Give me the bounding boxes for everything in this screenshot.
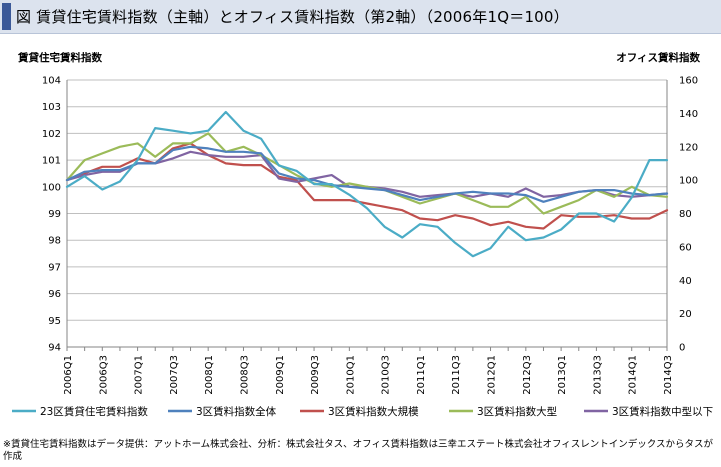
x-tick-label: 2013Q1	[557, 355, 568, 395]
chart-title: 図 賃貸住宅賃料指数（主軸）とオフィス賃料指数（第2軸）（2006年1Q＝100…	[16, 8, 569, 26]
chart: 賃貸住宅賃料指数 オフィス賃料指数 94 95 96 97 98 99 100 101 102 1…	[12, 51, 713, 418]
x-tick-label: 2012Q1	[487, 355, 498, 395]
left-tick-label: 94	[48, 343, 61, 354]
title-bar: 図 賃貸住宅賃料指数（主軸）とオフィス賃料指数（第2軸）（2006年1Q＝100…	[0, 0, 721, 34]
left-tick-label: 99	[48, 209, 61, 220]
right-tick-label: 0	[679, 343, 685, 354]
x-tick-label: 2011Q1	[416, 355, 427, 395]
series-group	[65, 110, 669, 258]
left-tick-label: 101	[42, 156, 61, 167]
left-tick-label: 103	[42, 102, 61, 113]
legend-label: 3区賃料指数大型	[477, 405, 557, 418]
x-tick-labels: 2006Q1 2006Q3 2007Q1 2007Q3 2008Q1 2008Q3 2009…	[63, 355, 674, 395]
x-tick-label: 2014Q1	[628, 355, 639, 395]
right-tick-label: 60	[679, 242, 692, 253]
axes	[66, 80, 668, 351]
left-tick-label: 95	[48, 316, 61, 327]
right-tick-labels: 0 20 40 60 80 100 120 140 160	[679, 76, 698, 354]
x-tick-label: 2008Q3	[239, 355, 250, 395]
right-tick-label: 160	[679, 76, 698, 87]
x-tick-label: 2012Q3	[522, 355, 533, 395]
right-tick-label: 80	[679, 209, 692, 220]
x-tick-label: 2006Q1	[63, 355, 74, 395]
left-axis-title: 賃貸住宅賃料指数	[17, 51, 102, 64]
legend-label: 3区賃料指数大規模	[328, 405, 419, 418]
right-tick-label: 140	[679, 109, 698, 120]
x-tick-label: 2013Q3	[592, 355, 603, 395]
legend-label: 3区賃料指数中型以下	[612, 405, 713, 418]
x-tick-label: 2010Q3	[381, 355, 392, 395]
legend-label: 3区賃料指数全体	[196, 405, 277, 418]
series-line-1	[65, 110, 669, 258]
left-tick-label: 96	[48, 289, 61, 300]
right-tick-label: 20	[679, 309, 692, 320]
right-tick-label: 120	[679, 142, 698, 153]
footnote: ※賃貸住宅賃料指数はデータ提供：アットホーム株式会社、分析：株式会社タス、オフィ…	[3, 439, 714, 462]
series-line-2	[65, 145, 669, 203]
x-tick-label: 2007Q3	[169, 355, 180, 395]
x-tick-label: 2014Q3	[663, 355, 674, 395]
series-line-5	[65, 150, 669, 198]
title-marker	[2, 3, 11, 30]
right-axis-title: オフィス賃料指数	[616, 51, 700, 64]
left-tick-label: 102	[42, 129, 61, 140]
x-tick-label: 2011Q3	[451, 355, 462, 395]
x-tick-label: 2008Q1	[204, 355, 215, 395]
grid	[67, 79, 667, 348]
x-tick-label: 2006Q3	[98, 355, 109, 395]
x-tick-label: 2009Q3	[310, 355, 321, 395]
legend: 23区賃貸住宅賃料指数 3区賃料指数全体 3区賃料指数大規模 3区賃料指数大型 3区賃料…	[12, 405, 713, 418]
left-tick-label: 100	[42, 182, 61, 193]
left-tick-label: 98	[48, 236, 61, 247]
x-tick-label: 2010Q1	[345, 355, 356, 395]
legend-label: 23区賃貸住宅賃料指数	[40, 405, 148, 418]
x-tick-label: 2007Q1	[134, 355, 145, 395]
x-tick-label: 2009Q1	[275, 355, 286, 395]
left-tick-label: 97	[48, 262, 61, 273]
series-line-4	[65, 132, 669, 215]
right-tick-label: 100	[679, 176, 698, 187]
right-tick-label: 40	[679, 276, 692, 287]
left-tick-labels: 94 95 96 97 98 99 100 101 102 103 104	[42, 76, 61, 354]
left-tick-label: 104	[42, 76, 61, 87]
